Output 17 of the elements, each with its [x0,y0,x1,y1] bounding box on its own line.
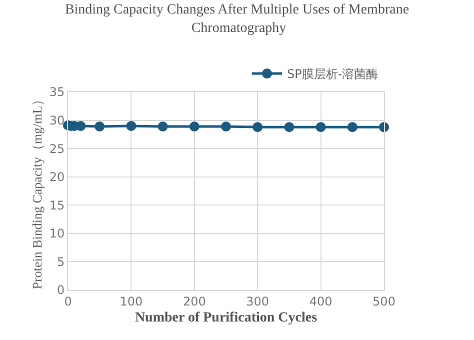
y-tick-label: 30 [49,113,65,128]
y-tick-label: 10 [49,226,65,241]
x-tick-label: 100 [120,294,143,308]
chart-title: Binding Capacity Changes After Multiple Uses of Membrane Chromatography [64,2,410,36]
x-axis-title: Number of Purification Cycles [134,310,318,326]
x-tick-label: 400 [309,294,332,308]
y-axis-title: Protein Binding Capacity（mg/mL） [29,92,44,290]
x-tick-label: 200 [182,294,206,308]
y-tick-label: 5 [56,254,65,269]
y-tick-label: 35 [49,85,65,100]
y-tick-label: 20 [49,170,65,184]
legend-label: SP膜层析-溶菌酶 [287,67,378,82]
y-tick-label: 25 [49,142,65,156]
y-tick-label: 15 [49,198,65,212]
x-tick-label: 500 [372,294,396,308]
y-tick-label: 0 [56,283,65,298]
x-tick-label: 300 [246,294,270,308]
